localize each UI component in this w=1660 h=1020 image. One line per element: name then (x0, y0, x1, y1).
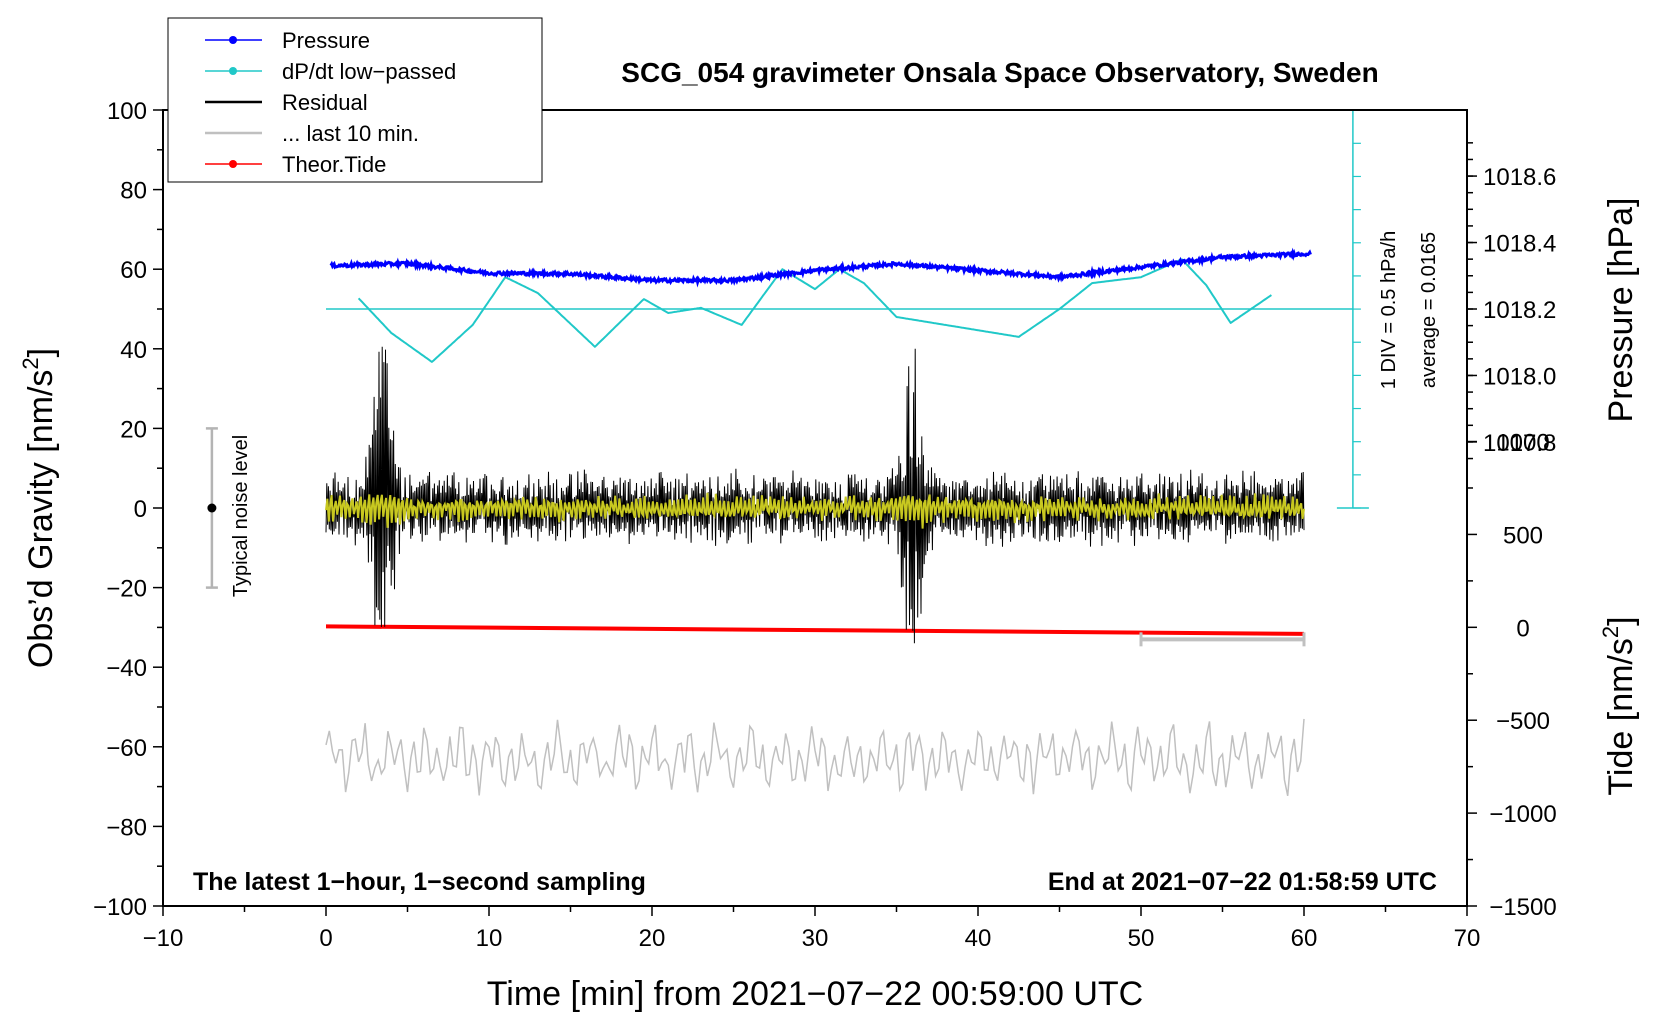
y-tick-label: 20 (120, 416, 147, 443)
legend-marker (229, 160, 237, 168)
tide-axis-label-end: ] (1602, 616, 1640, 625)
legend-box (167, 17, 543, 183)
y-tick-label: −40 (106, 655, 147, 682)
pressure-tick-label: 1017.8 (1483, 430, 1556, 457)
residual-line (325, 346, 1305, 644)
y-axis-ticks: −100 −80 −60 −40 −20 0 20 40 60 80 100 (93, 98, 163, 921)
legend-marker (229, 36, 237, 44)
x-tick-label: −10 (143, 925, 184, 952)
pressure-tick-label: 1018.0 (1483, 363, 1556, 390)
x-tick-label: 50 (1128, 925, 1155, 952)
annotation-end-time: End at 2021−07−22 01:58:59 UTC (1048, 868, 1437, 896)
pressure-tick-label: 1018.6 (1483, 164, 1556, 191)
y-axis-label: Obs’d Gravity [nm/s2] (18, 348, 60, 668)
x-axis-label: Time [min] from 2021−07−22 00:59:00 UTC (487, 975, 1143, 1013)
x-tick-label: 30 (802, 925, 829, 952)
x-axis-ticks: −10 0 10 20 30 40 50 60 70 (143, 906, 1481, 952)
legend-label: Residual (282, 90, 368, 115)
pressure-axis-ticks: 1017.8 1018.0 1018.2 1018.4 1018.6 (1467, 142, 1556, 460)
tide-tick-label: 1000 (1496, 430, 1549, 457)
tide-axis-ticks: −1500 −1000 −500 0 500 1000 (1467, 430, 1557, 921)
y-axis-label-sup: 2 (18, 357, 43, 369)
tide-axis-label-main: Tide [nm/s (1602, 638, 1640, 795)
dpdt-line (357, 258, 1272, 363)
x-tick-label: 40 (965, 925, 992, 952)
tide-tick-label: −1500 (1489, 894, 1556, 921)
legend-label: ... last 10 min. (282, 121, 419, 146)
pressure-axis-label: Pressure [hPa] (1602, 198, 1640, 423)
y-tick-label: 60 (120, 257, 147, 284)
legend-items: Pressure dP/dt low−passed Residual ... last… (205, 28, 456, 177)
noise-level-label: Typical noise level (230, 435, 252, 597)
y-tick-label: 0 (134, 496, 147, 523)
chart-title: SCG_054 gravimeter Onsala Space Observat… (621, 57, 1378, 88)
tide-axis-label-sup: 2 (1598, 626, 1623, 638)
tide-tick-label: −1000 (1489, 801, 1556, 828)
x-tick-label: 10 (476, 925, 503, 952)
y-tick-label: 40 (120, 337, 147, 364)
pressure-average-label: average = 0.0165 (1418, 232, 1440, 388)
y-tick-label: −100 (93, 894, 147, 921)
y-tick-label: −20 (106, 576, 147, 603)
y-tick-label: 100 (107, 98, 147, 125)
pressure-line (329, 247, 1312, 288)
pressure-tick-label: 1018.2 (1483, 297, 1556, 324)
y-tick-label: 80 (120, 178, 147, 205)
y-axis-label-end: ] (22, 348, 60, 357)
residual-smoothed-line (325, 492, 1305, 529)
x-tick-label: 0 (319, 925, 332, 952)
legend-label: Pressure (282, 28, 370, 53)
legend-marker (229, 67, 237, 75)
tide-tick-label: 0 (1516, 615, 1529, 642)
annotation-sampling: The latest 1−hour, 1−second sampling (193, 868, 646, 896)
y-axis-label-main: Obs’d Gravity [nm/s (22, 370, 60, 669)
pressure-tick-label: 1018.4 (1483, 231, 1556, 258)
plot-area (205, 109, 1369, 796)
y-tick-label: −80 (106, 814, 147, 841)
x-tick-label: 60 (1291, 925, 1318, 952)
tide-tick-label: −500 (1496, 708, 1550, 735)
legend-label: dP/dt low−passed (282, 59, 456, 84)
last-10min-line (325, 718, 1305, 796)
x-tick-label: 20 (639, 925, 666, 952)
pressure-div-label: 1 DIV = 0.5 hPa/h (1378, 231, 1400, 389)
tide-tick-label: 500 (1503, 522, 1543, 549)
x-tick-label: 70 (1454, 925, 1481, 952)
noise-bar-center (207, 503, 217, 513)
legend-label: Theor.Tide (282, 152, 386, 177)
y-tick-label: −60 (106, 735, 147, 762)
tide-axis-label: Tide [nm/s2] (1598, 616, 1640, 795)
legend: Pressure dP/dt low−passed Residual ... last… (167, 17, 543, 183)
